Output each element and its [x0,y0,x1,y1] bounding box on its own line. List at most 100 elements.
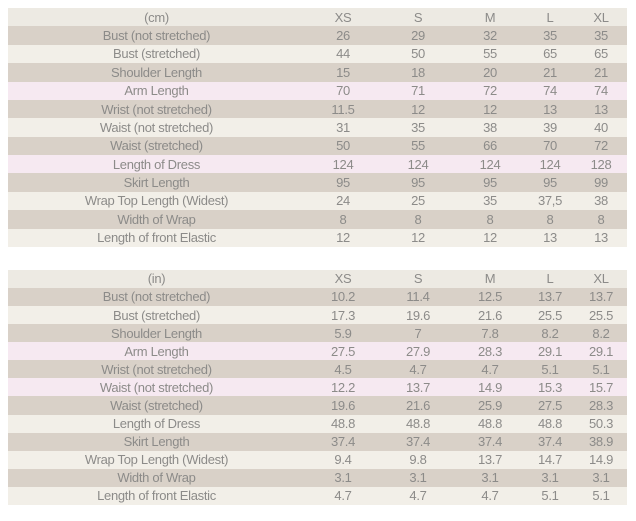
row-label: Length of Dress [112,156,201,172]
cell-value: 3.1 [334,470,352,486]
cell-value: 35 [543,28,557,44]
row-label: Arm Length [124,343,189,359]
size-column-header: L [546,271,554,287]
cell-value: 25.5 [588,307,614,323]
cell-value: 29.1 [537,343,563,359]
size-table-cm: (cm) XS S M L XL Bust (not stretched) 26 29 32 35 3… [8,8,627,247]
row-label: Waist (stretched) [110,397,203,413]
table-row: Bust (not stretched) 26 29 32 35 35 [8,26,627,45]
table-row: Waist (stretched) 19.6 21.6 25.9 27.5 28.3 [8,396,627,415]
header-row: (in) XS S M L XL [8,269,627,288]
table-row: Wrist (not stretched) 11.5 12 12 13 13 [8,99,627,119]
cell-value: 9.4 [334,452,352,468]
cell-value: 13.7 [588,289,614,305]
table-row: Length of front Elastic 12 12 12 13 13 [8,228,627,247]
cell-value: 3.1 [409,470,427,486]
cell-value: 39 [543,119,557,135]
size-table-in-container: (in) XS S M L XL Bust (not stretched) 10.2 11.4 1… [0,269,636,505]
cell-value: 48.8 [405,416,431,432]
cell-value: 17.3 [330,307,356,323]
cell-value: 12.5 [477,289,503,305]
size-column-header: XS [334,9,352,25]
unit-label: (in) [147,271,166,287]
unit-label: (cm) [144,9,169,25]
row-label: Length of front Elastic [97,488,216,504]
cell-value: 99 [594,175,608,191]
table-row: Width of Wrap 3.1 3.1 3.1 3.1 3.1 [8,468,627,487]
cell-value: 14.7 [537,452,563,468]
cell-value: 28.3 [588,397,614,413]
cell-value: 3.1 [592,470,610,486]
table-row: Wrist (not stretched) 4.5 4.7 4.7 5.1 5.1 [8,360,627,379]
cell-value: 31 [336,119,350,135]
cell-value: 26 [336,28,350,44]
cell-value: 35 [483,193,497,209]
size-chart-page: (cm) XS S M L XL Bust (not stretched) 26 29 32 35 3… [0,8,636,521]
cell-value: 8 [486,211,494,227]
cell-value: 18 [411,64,425,80]
cell-value: 37.4 [330,434,356,450]
cell-value: 12 [483,230,497,246]
cell-value: 32 [483,28,497,44]
cell-value: 14.9 [477,379,503,395]
cell-value: 11.4 [406,289,430,305]
cell-value: 37,5 [537,193,563,209]
table-row: Wrap Top Length (Widest) 24 25 35 37,5 38 [8,191,627,211]
table-row: Bust (stretched) 17.3 19.6 21.6 25.5 25.5 [8,306,627,325]
cell-value: 48.8 [537,416,563,432]
cell-value: 95 [336,175,350,191]
cell-value: 13.7 [537,289,563,305]
cell-value: 20 [483,64,497,80]
cell-value: 3.1 [481,470,499,486]
cell-value: 4.7 [334,488,352,504]
cell-value: 35 [411,119,425,135]
table-row: Bust (stretched) 44 50 55 65 65 [8,44,627,64]
size-column-header: XS [334,271,352,287]
cell-value: 124 [539,156,561,172]
cell-value: 124 [479,156,501,172]
cell-value: 4.7 [409,488,427,504]
cell-value: 24 [336,193,350,209]
cell-value: 55 [411,138,425,154]
table-row: Length of front Elastic 4.7 4.7 4.7 5.1 5.1 [8,486,627,505]
cell-value: 25.5 [537,307,563,323]
cell-value: 4.7 [409,361,427,377]
table-row: Arm Length 70 71 72 74 74 [8,81,627,100]
cell-value: 27.9 [405,343,431,359]
cell-value: 3.1 [541,470,559,486]
size-column-header: XL [593,271,609,287]
size-column-header: XL [593,9,609,25]
cell-value: 95 [411,175,425,191]
cell-value: 95 [483,175,497,191]
cell-value: 8 [414,211,422,227]
row-label: Skirt Length [123,434,190,450]
row-label: Length of Dress [112,416,201,432]
cell-value: 13 [543,101,557,117]
cell-value: 21 [594,64,608,80]
cell-value: 5.1 [592,361,610,377]
cell-value: 55 [483,46,497,62]
cell-value: 14.9 [588,452,614,468]
row-label: Waist (not stretched) [99,379,214,395]
cell-value: 29 [411,28,425,44]
cell-value: 44 [336,46,350,62]
cell-value: 37.4 [477,434,503,450]
cell-value: 21 [543,64,557,80]
cell-value: 124 [332,156,354,172]
size-column-header: S [413,9,423,25]
cell-value: 4.7 [481,488,499,504]
row-label: Wrap Top Length (Widest) [84,193,229,209]
size-column-header: M [484,271,496,287]
cell-value: 8 [546,211,554,227]
row-label: Bust (stretched) [113,46,200,62]
size-table-cm-container: (cm) XS S M L XL Bust (not stretched) 26 29 32 35 3… [0,8,636,247]
cell-value: 37.4 [537,434,563,450]
cell-value: 38.9 [588,434,614,450]
header-row: (cm) XS S M L XL [8,8,627,27]
cell-value: 4.7 [481,361,499,377]
row-label: Length of front Elastic [97,230,216,246]
row-label: Bust (not stretched) [102,289,211,305]
cell-value: 65 [594,46,608,62]
row-label: Waist (not stretched) [99,119,214,135]
cell-value: 21.6 [477,307,503,323]
